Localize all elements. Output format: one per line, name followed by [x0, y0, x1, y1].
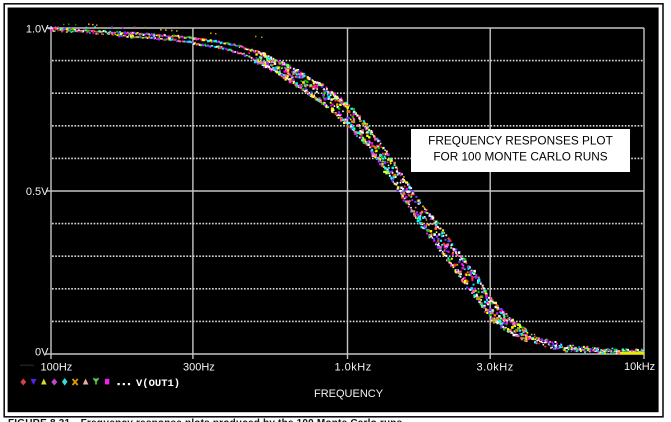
svg-text:100Hz: 100Hz	[41, 362, 73, 374]
svg-text:FREQUENCY: FREQUENCY	[314, 388, 384, 400]
svg-text:1.0kHz: 1.0kHz	[335, 362, 372, 374]
svg-text:3.0kHz: 3.0kHz	[477, 362, 514, 374]
svg-text:10kHz: 10kHz	[624, 361, 655, 373]
svg-text:0.5V: 0.5V	[26, 186, 49, 198]
svg-text:V(OUT1): V(OUT1)	[136, 378, 180, 390]
svg-text:0V: 0V	[35, 346, 49, 358]
svg-text:FOR 100 MONTE CARLO RUNS: FOR 100 MONTE CARLO RUNS	[433, 150, 607, 164]
svg-text:1.0V: 1.0V	[26, 23, 49, 35]
svg-text:FREQUENCY RESPONSES PLOT: FREQUENCY RESPONSES PLOT	[428, 134, 613, 148]
svg-text:300Hz: 300Hz	[183, 362, 215, 374]
